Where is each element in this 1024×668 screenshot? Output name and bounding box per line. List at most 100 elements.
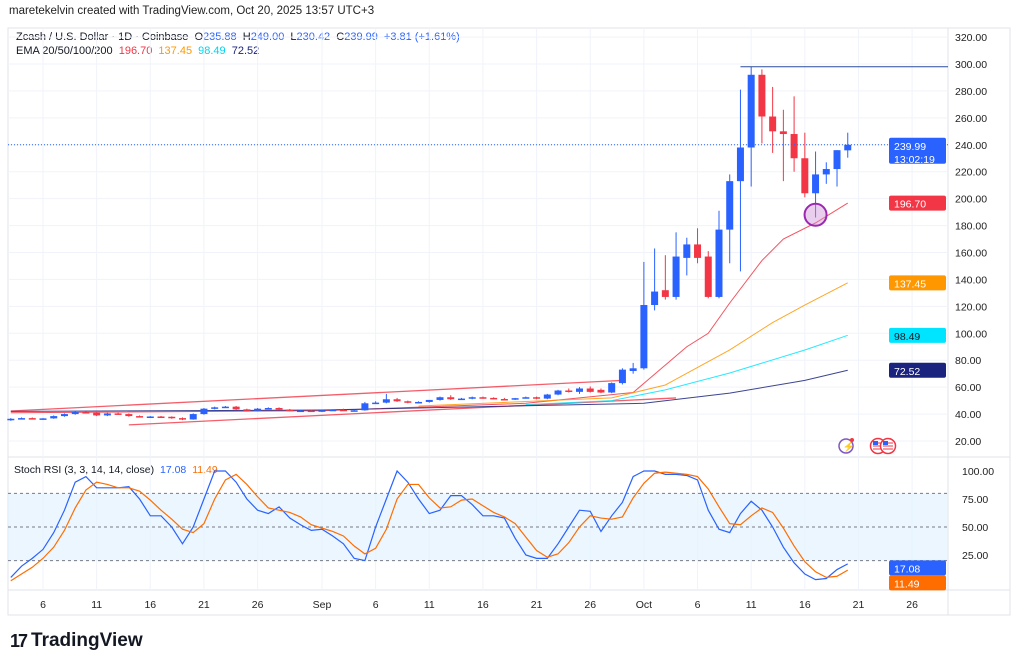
candle [425,399,433,403]
candle-body [415,401,423,404]
candle-body [726,181,734,230]
candle [704,251,712,299]
ema-price-label: 137.45 [889,275,946,291]
candle-body [790,134,798,159]
candle [254,408,262,412]
ema-line-ema20 [10,202,849,414]
candle [318,410,326,413]
candle [114,412,122,415]
date-tick-label: 11 [424,599,435,611]
candle [103,412,111,417]
candle-body [661,290,669,297]
date-tick-label: 21 [531,599,543,611]
candle [200,408,208,415]
ema-line-ema200 [10,369,848,412]
candle [522,396,530,399]
candle [479,396,487,399]
candle-body [833,150,841,170]
candle-body [629,368,637,371]
ema-price-label: 196.70 [889,195,946,211]
candle-body [554,390,562,395]
channel-lower-line [128,397,677,426]
candle-body [715,229,723,297]
ema-label[interactable]: EMA 20/50/100/200 [16,45,113,57]
ema-price-label-text: 72.52 [894,366,920,378]
candle-body [71,412,79,415]
price-tick-label: 280.00 [955,86,987,98]
date-tick-label: 16 [144,599,156,611]
stoch-k-label: 17.08 [889,560,946,576]
candle-body [372,402,380,405]
candle [618,368,626,385]
candle [447,395,455,400]
candle [726,174,734,264]
candle [812,151,820,218]
candle [779,109,787,182]
candle-body [189,414,197,420]
candle [125,413,133,417]
date-tick-label: 21 [853,599,865,611]
ema-price-label-text: 98.49 [894,331,920,343]
candle [18,417,26,420]
candle [543,393,551,400]
ema-price-label-bg [889,327,946,343]
date-tick-label: 21 [198,599,210,611]
price-tick-label: 80.00 [955,355,981,367]
candle-body [39,418,47,420]
stoch-label[interactable]: Stoch RSI (3, 3, 14, 14, close) [14,464,155,476]
chart-frame [7,27,1011,616]
candle [758,69,766,144]
candle-body [586,388,594,392]
candle-body [844,144,852,151]
candle-body [168,416,176,419]
stoch-legend: Stoch RSI (3, 3, 14, 14, close) 17.08 11… [14,464,218,476]
candle [178,417,186,421]
candle-body [28,418,36,420]
candle-body [425,399,433,402]
tradingview-logo: 17 TradingView [10,630,143,652]
candle [93,412,101,417]
ema-price-label-bg [889,275,946,291]
candle-body [436,397,444,400]
price-tick-label: 200.00 [955,194,987,206]
candle-body [157,416,165,418]
candle-body [651,291,659,306]
candle [415,401,423,404]
candle [586,386,594,393]
candle-body [232,406,240,410]
candle-body [490,397,498,400]
candle [350,409,358,412]
candle-body [329,409,337,412]
price-tick-label: 140.00 [955,274,987,286]
candle-body [618,369,626,384]
channel-upper-line [10,379,623,412]
ema-price-label-bg [889,362,946,378]
candle-body [93,412,101,416]
event-dot [850,438,854,442]
candle [243,408,251,412]
ema20-value: 196.70 [118,45,153,57]
candle [661,255,669,300]
price-tick-label: 220.00 [955,167,987,179]
candle [39,418,47,420]
candle [71,411,79,415]
candle-body [114,413,122,415]
price-tick-label: 240.00 [955,140,987,152]
candle [769,86,777,153]
candle [511,397,519,400]
candle-body [565,390,573,393]
candle-body [533,397,541,399]
candle-body [672,256,680,297]
stoch-k-value: 17.08 [160,464,187,476]
last-price-label-text: 13:02:19 [894,154,935,166]
price-tick-label: 160.00 [955,248,987,260]
ema-price-label-bg [889,195,946,211]
candle-body [758,74,766,117]
last-price-label-text: 239.99 [894,141,926,153]
stoch-line-d [10,471,849,582]
ema-price-label: 98.49 [889,327,946,343]
candle [60,413,68,417]
price-tick-label: 120.00 [955,301,987,313]
